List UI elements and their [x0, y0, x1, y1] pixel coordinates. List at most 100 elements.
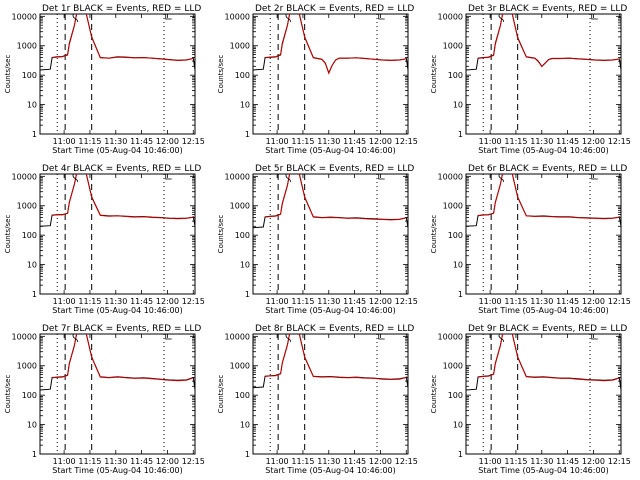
- chart-panel-8: Det 8r BLACK = Events, RED = LLD 1 10 100 10…: [217, 324, 418, 475]
- y-tick-label: 1: [32, 130, 37, 139]
- series-line-lld: [265, 334, 407, 381]
- x-tick-label: 12:00: [582, 137, 605, 146]
- state-marker: [165, 334, 172, 340]
- y-tick-label: 1: [32, 290, 37, 299]
- x-tick-label: 12:00: [156, 457, 179, 466]
- plot-frame: [465, 173, 622, 295]
- x-tick-label: 11:15: [504, 297, 527, 306]
- state-marker: [378, 334, 385, 340]
- series-group: [40, 14, 195, 71]
- x-tick-label: 11:00: [53, 137, 76, 146]
- y-tick-label: 1000: [230, 202, 250, 211]
- y-tick-label: 10: [27, 101, 37, 110]
- state-marker: [285, 13, 292, 23]
- y-tick-label: 10: [240, 421, 250, 430]
- x-tick-label: 11:30: [104, 457, 127, 466]
- x-tick-label: 11:30: [104, 297, 127, 306]
- chart-title: Det 4r BLACK = Events, RED = LLD: [42, 164, 201, 174]
- plot-frame: [39, 13, 196, 135]
- chart-panel-1: Det 1r BLACK = Events, RED = LLD 1 10 100 10…: [4, 4, 205, 155]
- series-line-events: [253, 334, 408, 389]
- plot-frame: [465, 13, 622, 135]
- series-line-lld: [265, 14, 407, 75]
- y-tick-label: 10000: [225, 172, 250, 181]
- x-tick-label: 12:15: [182, 457, 205, 466]
- x-tick-label: 12:15: [608, 457, 631, 466]
- x-axis-label: Start Time (05-Aug-04 10:46:00): [478, 306, 609, 315]
- y-tick-label: 10: [27, 261, 37, 270]
- y-tick-label: 100: [235, 231, 250, 240]
- x-tick-label: 11:15: [291, 137, 314, 146]
- x-tick-label: 11:45: [556, 297, 579, 306]
- series-line-events: [466, 174, 621, 227]
- y-tick-label: 10: [453, 261, 463, 270]
- y-tick-label: 1000: [17, 202, 37, 211]
- state-marker: [72, 173, 79, 183]
- x-tick-label: 11:15: [504, 137, 527, 146]
- chart-title: Det 9r BLACK = Events, RED = LLD: [468, 324, 627, 334]
- x-tick-label: 11:30: [317, 297, 340, 306]
- y-axis-label: Counts/sec: [217, 215, 225, 254]
- chart-title: Det 6r BLACK = Events, RED = LLD: [468, 164, 627, 174]
- y-tick-label: 1000: [230, 362, 250, 371]
- y-tick-label: 1: [245, 130, 250, 139]
- state-marker: [285, 333, 292, 343]
- y-tick-label: 1000: [17, 362, 37, 371]
- y-tick-label: 10000: [225, 332, 250, 341]
- chart-panel-3: Det 3r BLACK = Events, RED = LLD 1 10 100 10…: [430, 4, 631, 155]
- x-axis-label: Start Time (05-Aug-04 10:46:00): [265, 306, 396, 315]
- x-tick-label: 11:45: [343, 137, 366, 146]
- plot-frame: [252, 13, 409, 135]
- x-tick-label: 12:00: [369, 457, 392, 466]
- y-tick-label: 10000: [438, 172, 463, 181]
- x-axis-label: Start Time (05-Aug-04 10:46:00): [478, 466, 609, 475]
- y-tick-label: 1000: [17, 42, 37, 51]
- x-tick-label: 11:30: [317, 457, 340, 466]
- chart-panel-7: Det 7r BLACK = Events, RED = LLD 1 10 100 10…: [4, 324, 205, 475]
- x-tick-label: 12:00: [156, 297, 179, 306]
- y-tick-label: 1000: [230, 42, 250, 51]
- state-marker: [72, 13, 79, 23]
- series-group: [40, 174, 195, 227]
- y-tick-label: 1: [245, 290, 250, 299]
- x-tick-label: 11:00: [266, 297, 289, 306]
- series-group: [466, 334, 621, 391]
- y-tick-label: 10: [453, 421, 463, 430]
- chart-title: Det 5r BLACK = Events, RED = LLD: [255, 164, 414, 174]
- x-tick-label: 12:15: [395, 457, 418, 466]
- y-axis-label: Counts/sec: [4, 375, 12, 414]
- x-tick-label: 11:30: [530, 297, 553, 306]
- state-marker: [378, 14, 385, 20]
- y-tick-label: 1: [32, 450, 37, 459]
- chart-title: Det 8r BLACK = Events, RED = LLD: [255, 324, 414, 334]
- y-tick-label: 100: [448, 231, 463, 240]
- series-line-events: [40, 174, 195, 227]
- y-tick-label: 100: [448, 71, 463, 80]
- x-tick-label: 12:00: [582, 297, 605, 306]
- chart-title: Det 2r BLACK = Events, RED = LLD: [255, 4, 414, 14]
- y-tick-label: 10000: [12, 172, 37, 181]
- series-group: [40, 334, 195, 391]
- series-group: [253, 14, 408, 75]
- x-tick-label: 11:00: [266, 137, 289, 146]
- y-tick-label: 10: [240, 101, 250, 110]
- x-tick-label: 11:15: [78, 297, 101, 306]
- y-axis-label: Counts/sec: [217, 55, 225, 94]
- series-line-lld: [52, 174, 194, 220]
- x-tick-label: 11:45: [556, 457, 579, 466]
- y-axis-label: Counts/sec: [430, 375, 438, 414]
- plot-frame: [39, 333, 196, 455]
- chart-panel-6: Det 6r BLACK = Events, RED = LLD 1 10 100 10…: [430, 164, 631, 315]
- y-tick-label: 10: [453, 101, 463, 110]
- y-axis-label: Counts/sec: [217, 375, 225, 414]
- chart-panel-9: Det 9r BLACK = Events, RED = LLD 1 10 100 10…: [430, 324, 631, 475]
- y-tick-label: 10000: [12, 12, 37, 21]
- x-tick-label: 11:45: [130, 137, 153, 146]
- y-tick-label: 10000: [12, 332, 37, 341]
- x-axis-label: Start Time (05-Aug-04 10:46:00): [52, 306, 183, 315]
- y-tick-label: 10: [27, 421, 37, 430]
- x-tick-label: 11:45: [130, 297, 153, 306]
- series-line-lld: [478, 14, 620, 68]
- y-tick-label: 1000: [443, 42, 463, 51]
- plot-frame: [39, 173, 196, 295]
